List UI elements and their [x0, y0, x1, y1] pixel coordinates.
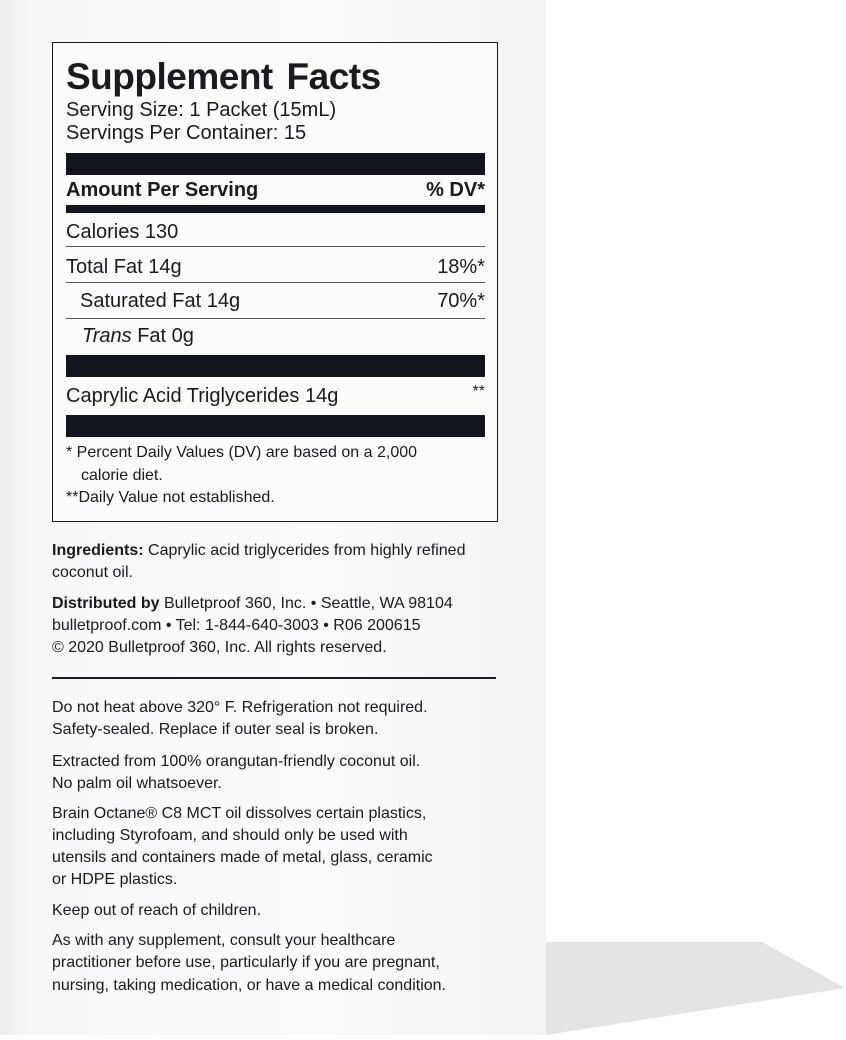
saturated-fat-row: Saturated Fat 14g — [80, 290, 241, 312]
copyright-line: © 2020 Bulletproof 360, Inc. All rights … — [52, 639, 387, 656]
row-divider — [66, 246, 485, 247]
distributor-label: Distributed by — [52, 595, 160, 612]
footnote-dv: * Percent Daily Values (DV) are based on… — [66, 444, 418, 461]
note-plastics: Brain Octane® C8 MCT oil dissolves certa… — [52, 805, 427, 822]
dv-header: % DV* — [426, 179, 485, 201]
footnote-not-established: **Daily Value not established. — [66, 489, 275, 506]
servings-per-container: Servings Per Container: 15 — [66, 122, 307, 144]
total-fat-dv: 18%* — [437, 256, 485, 278]
note-consult-cont: nursing, taking medication, or have a me… — [52, 977, 446, 994]
note-plastics-cont: utensils and containers made of metal, g… — [52, 849, 433, 866]
contact-line: bulletproof.com • Tel: 1-844-640-3003 • … — [52, 617, 421, 634]
amount-per-serving-header: Amount Per Serving — [66, 179, 259, 201]
note-source-cont: No palm oil whatsoever. — [52, 775, 222, 792]
note-consult-cont: practitioner before use, particularly if… — [52, 954, 440, 971]
total-fat-row: Total Fat 14g — [66, 256, 182, 278]
footnote-dv-cont: calorie diet. — [81, 467, 163, 484]
trans-fat-value: Fat 0g — [131, 325, 194, 347]
distributor-line: Distributed by Bulletproof 360, Inc. • S… — [52, 596, 453, 612]
facts-title: Supplement Facts — [66, 56, 381, 97]
ingredients-text-cont: coconut oil. — [52, 564, 133, 581]
trans-label: Trans — [82, 325, 132, 347]
calories-row: Calories 130 — [66, 221, 179, 243]
caprylic-row: Caprylic Acid Triglycerides 14g — [66, 385, 339, 407]
note-children: Keep out of reach of children. — [52, 902, 262, 919]
ingredients-line: Ingredients: Caprylic acid triglycerides… — [52, 543, 465, 559]
row-divider — [66, 282, 485, 283]
thick-divider — [66, 355, 485, 377]
distributor-text: Bulletproof 360, Inc. • Seattle, WA 9810… — [159, 595, 453, 612]
note-consult: As with any supplement, consult your hea… — [52, 932, 396, 949]
note-heat: Do not heat above 320° F. Refrigeration … — [52, 699, 428, 716]
saturated-fat-dv: 70%* — [437, 290, 485, 312]
note-plastics-cont: including Styrofoam, and should only be … — [52, 827, 408, 844]
ingredients-label: Ingredients: — [52, 542, 144, 559]
note-heat-cont: Safety-sealed. Replace if outer seal is … — [52, 721, 379, 738]
note-plastics-cont: or HDPE plastics. — [52, 871, 178, 888]
caprylic-dv: ** — [472, 383, 485, 400]
row-divider — [66, 318, 485, 319]
ingredients-text: Caprylic acid triglycerides from highly … — [143, 542, 466, 559]
thick-divider — [66, 415, 485, 437]
trans-fat-row: Trans Fat 0g — [82, 326, 194, 346]
note-source: Extracted from 100% orangutan-friendly c… — [52, 753, 421, 770]
thick-divider — [66, 153, 485, 175]
section-divider — [52, 677, 496, 679]
medium-divider — [66, 205, 485, 213]
serving-size: Serving Size: 1 Packet (15mL) — [66, 99, 337, 121]
